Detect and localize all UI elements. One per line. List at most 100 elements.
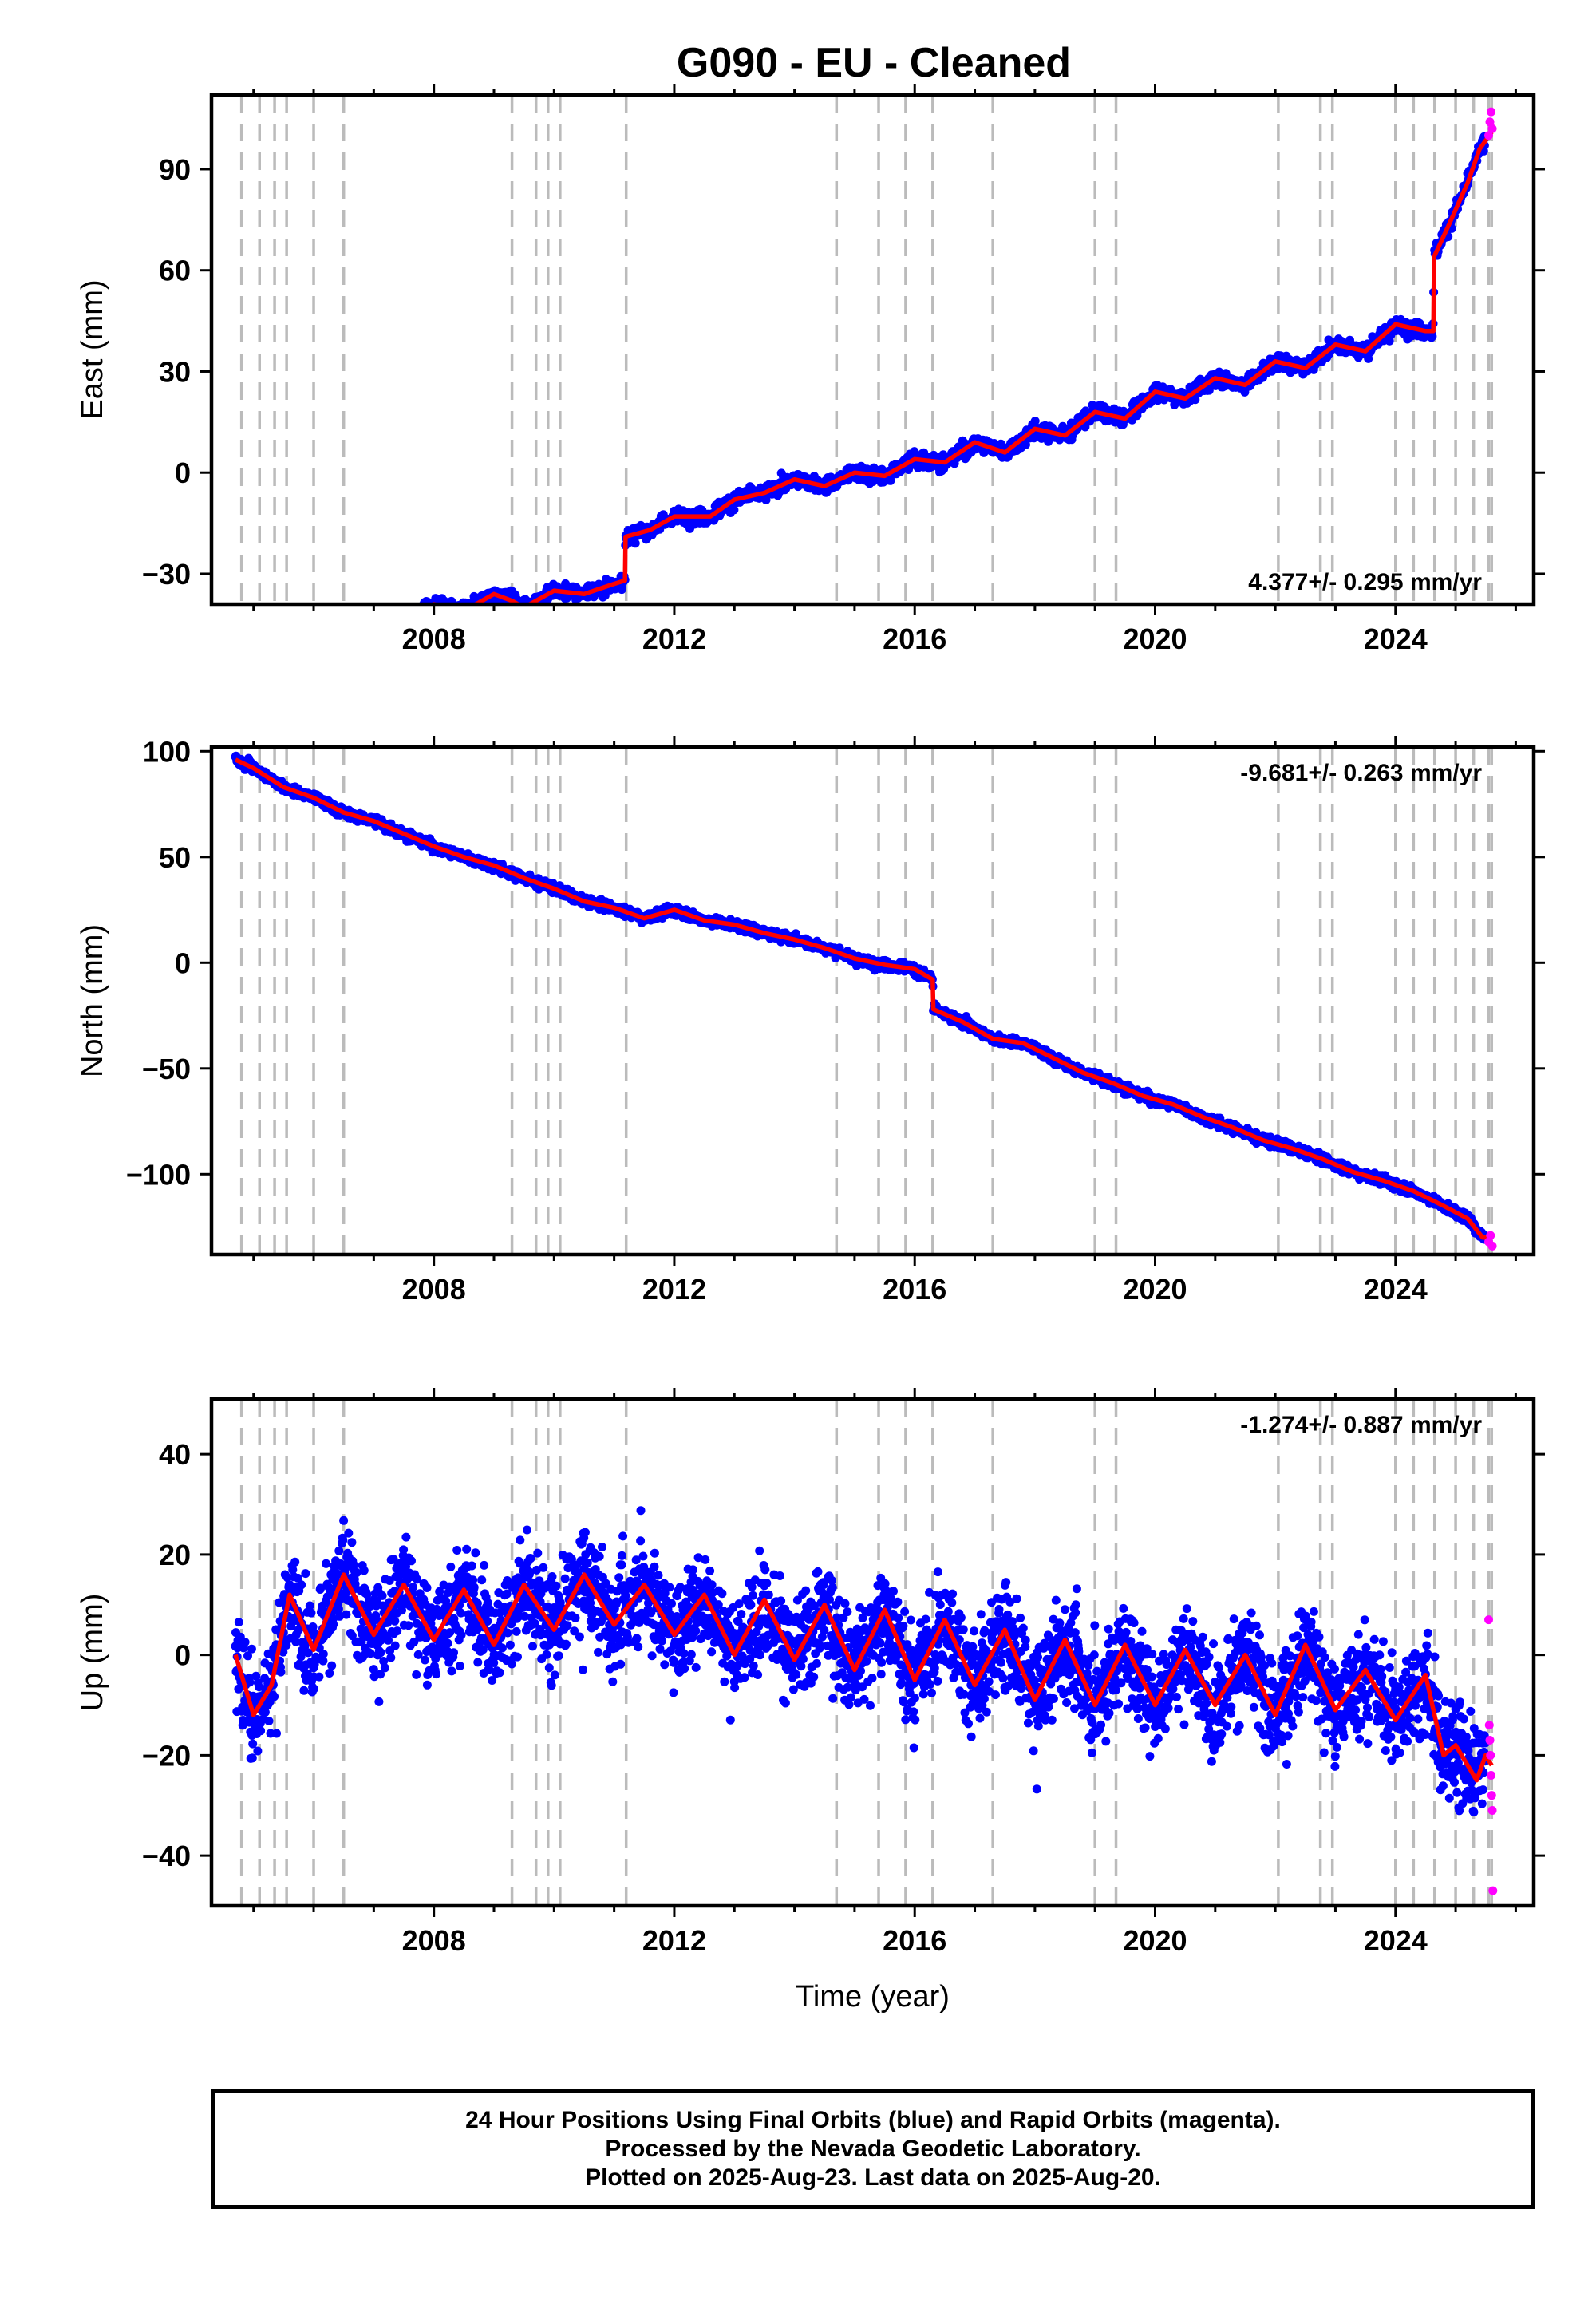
final-orbit-point: [274, 627, 282, 636]
final-orbit-point: [361, 617, 369, 626]
final-orbit-point: [392, 615, 401, 624]
final-orbit-point: [243, 628, 251, 637]
final-orbit-point: [302, 621, 311, 630]
final-orbit-point: [326, 619, 334, 627]
final-orbit-point: [321, 626, 330, 634]
final-orbit-point: [402, 612, 411, 621]
final-orbit-point: [361, 619, 369, 628]
final-orbit-point: [401, 615, 410, 623]
final-orbit-point: [259, 619, 268, 628]
final-orbit-point: [251, 619, 259, 627]
final-orbit-point: [346, 627, 355, 636]
final-orbit-point: [337, 630, 346, 638]
final-orbit-point: [444, 608, 452, 617]
final-orbit-point: [279, 623, 287, 632]
final-orbit-point: [233, 637, 242, 646]
final-orbit-point: [391, 619, 400, 627]
final-orbit-point: [360, 613, 369, 622]
final-orbit-point: [387, 619, 396, 627]
final-orbit-point: [243, 626, 251, 634]
x-tick-label: 2012: [642, 622, 706, 655]
final-orbit-point: [302, 627, 310, 636]
final-orbit-point: [330, 616, 338, 625]
final-orbit-point: [396, 614, 405, 622]
x-tick-label: 2024: [1364, 622, 1428, 655]
final-orbit-point: [403, 609, 412, 618]
final-orbit-point: [339, 630, 348, 639]
final-orbit-point: [1428, 332, 1437, 341]
final-orbit-point: [381, 617, 389, 626]
final-orbit-point: [271, 621, 279, 630]
final-orbit-point: [332, 627, 341, 636]
final-orbit-point: [231, 630, 240, 639]
final-orbit-point: [294, 624, 302, 633]
final-orbit-point: [241, 629, 250, 638]
final-orbit-point: [267, 622, 275, 631]
final-orbit-point: [448, 606, 456, 615]
final-orbit-point: [293, 630, 302, 638]
final-orbit-point: [247, 620, 255, 629]
final-orbit-point: [306, 618, 314, 626]
final-orbit-point: [393, 619, 401, 627]
final-orbit-point: [284, 634, 293, 643]
final-orbit-point: [359, 617, 368, 626]
final-orbit-point: [238, 626, 247, 635]
final-orbit-point: [405, 612, 414, 621]
final-orbit-point: [411, 607, 420, 616]
final-orbit-point: [265, 623, 274, 632]
y-tick-label: 60: [159, 255, 191, 287]
final-orbit-point: [384, 611, 393, 619]
final-orbit-point: [368, 614, 377, 622]
final-orbit-point: [349, 623, 358, 632]
final-orbit-point: [298, 623, 306, 632]
final-orbit-point: [295, 629, 304, 638]
final-orbit-point: [363, 615, 372, 624]
final-orbit-point: [289, 626, 298, 635]
final-orbit-point: [380, 611, 389, 619]
final-orbit-point: [409, 609, 418, 618]
final-orbit-point: [285, 638, 294, 647]
final-orbit-point: [324, 621, 333, 630]
final-orbit-point: [311, 622, 320, 631]
final-orbit-point: [467, 607, 476, 615]
final-orbit-point: [344, 631, 353, 640]
final-orbit-point: [458, 606, 467, 615]
final-orbit-point: [240, 631, 249, 640]
final-orbit-point: [347, 623, 356, 632]
final-orbit-point: [323, 622, 332, 631]
final-orbit-point: [302, 619, 311, 628]
final-orbit-point: [452, 611, 460, 619]
final-orbit-point: [243, 633, 252, 642]
final-orbit-point: [270, 625, 279, 634]
final-orbit-point: [443, 607, 452, 616]
final-orbit-point: [428, 607, 437, 616]
rapid-orbit-points: [1484, 107, 1497, 140]
final-orbit-point: [282, 633, 290, 642]
final-orbit-point: [236, 632, 245, 641]
final-orbit-point: [342, 626, 351, 634]
final-orbit-point: [421, 608, 430, 617]
final-orbit-point: [359, 614, 368, 622]
final-orbit-point: [456, 608, 465, 617]
final-orbit-point: [331, 619, 340, 628]
final-orbit-point: [290, 638, 299, 646]
final-orbit-point: [458, 613, 467, 622]
final-orbit-point: [451, 608, 460, 617]
final-orbit-point: [377, 610, 385, 619]
final-orbit-point: [311, 619, 320, 628]
final-orbit-point: [345, 621, 354, 630]
final-orbit-point: [330, 625, 339, 634]
final-orbit-point: [412, 612, 421, 621]
final-orbit-point: [463, 607, 472, 616]
final-orbit-point: [350, 622, 359, 631]
final-orbit-point: [238, 633, 247, 642]
final-orbit-point: [419, 609, 428, 618]
final-orbit-point: [336, 634, 345, 642]
final-orbit-point: [334, 620, 342, 629]
final-orbit-point: [287, 627, 296, 636]
y-tick-label: 0: [175, 456, 191, 489]
final-orbit-point: [370, 615, 379, 623]
final-orbit-point: [261, 617, 270, 626]
final-orbit-point: [396, 610, 405, 619]
